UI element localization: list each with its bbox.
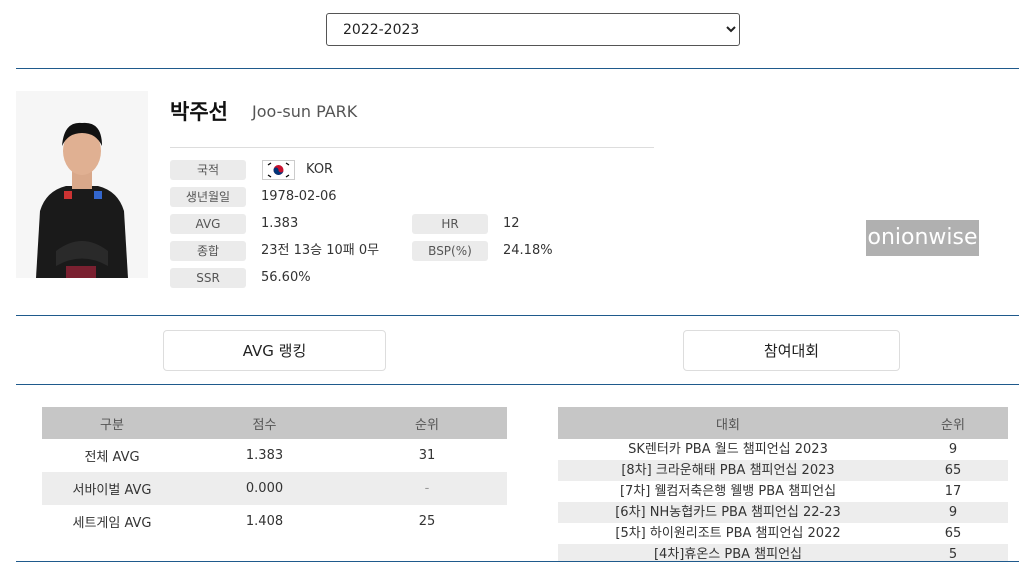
record-label: 종합 bbox=[170, 241, 246, 261]
tournament-table: 대회 순위 SK렌터카 PBA 월드 챔피언십 2023 9 [8차] 크라운해태 P… bbox=[558, 407, 1008, 561]
table-row[interactable]: [5차] 하이원리조트 PBA 챔피언십 2022 65 bbox=[558, 523, 1008, 544]
tournament-table-container[interactable]: 대회 순위 SK렌터카 PBA 월드 챔피언십 2023 9 [8차] 크라운해태 P… bbox=[558, 407, 1008, 561]
cell: 5 bbox=[898, 544, 1008, 561]
record-value: 23전 13승 10패 0무 bbox=[261, 243, 380, 258]
hr-value: 12 bbox=[503, 216, 520, 231]
cell: 세트게임 AVG bbox=[72, 516, 152, 531]
season-select[interactable]: 2022-2023 bbox=[326, 13, 740, 46]
cell: [5차] 하이원리조트 PBA 챔피언십 2022 bbox=[615, 526, 841, 541]
avg-ranking-button[interactable]: AVG 랭킹 bbox=[163, 330, 386, 371]
ssr-label: SSR bbox=[170, 268, 246, 288]
watermark: onionwise bbox=[866, 220, 979, 256]
table-row[interactable]: [7차] 웰컴저축은행 웰뱅 PBA 챔피언십 17 bbox=[558, 481, 1008, 502]
avg-label: AVG bbox=[170, 214, 246, 234]
table-row: 세트게임 AVG 1.408 25 bbox=[42, 505, 507, 538]
column-header: 순위 bbox=[347, 407, 507, 439]
ssr-value: 56.60% bbox=[261, 270, 311, 285]
cell: 65 bbox=[944, 526, 962, 541]
cell: 65 bbox=[898, 460, 1008, 481]
cell: 1.383 bbox=[245, 448, 284, 463]
column-header: 구분 bbox=[42, 407, 182, 439]
tournaments-button[interactable]: 참여대회 bbox=[683, 330, 900, 371]
cell: [7차] 웰컴저축은행 웰뱅 PBA 챔피언십 bbox=[619, 484, 837, 499]
cell: 1.408 bbox=[245, 514, 284, 529]
cell: 9 bbox=[948, 442, 958, 457]
cell: 17 bbox=[944, 484, 962, 499]
cell: 서바이벌 AVG bbox=[42, 472, 182, 505]
cell: 9 bbox=[898, 502, 1008, 523]
cell: - bbox=[347, 472, 507, 505]
bsp-value: 24.18% bbox=[503, 243, 553, 258]
divider bbox=[16, 561, 1019, 562]
hr-label: HR bbox=[412, 214, 488, 234]
divider bbox=[16, 384, 1019, 385]
cell: 전체 AVG bbox=[84, 450, 140, 465]
player-name-english: Joo-sun PARK bbox=[252, 102, 358, 121]
divider bbox=[16, 68, 1019, 69]
divider bbox=[16, 315, 1019, 316]
column-header: 점수 bbox=[182, 407, 347, 439]
player-name-korean: 박주선 bbox=[170, 100, 228, 124]
column-header: 대회 bbox=[558, 407, 898, 439]
cell: SK렌터카 PBA 월드 챔피언십 2023 bbox=[628, 442, 828, 457]
table-row[interactable]: [6차] NH농협카드 PBA 챔피언십 22-23 9 bbox=[558, 502, 1008, 523]
korea-flag-icon bbox=[262, 160, 295, 180]
cell: [8차] 크라운해태 PBA 챔피언십 2023 bbox=[558, 460, 898, 481]
table-row: 전체 AVG 1.383 31 bbox=[42, 439, 507, 472]
player-photo bbox=[16, 91, 148, 278]
birth-label: 생년월일 bbox=[170, 187, 246, 207]
column-header: 순위 bbox=[898, 407, 1008, 439]
table-row: 서바이벌 AVG 0.000- bbox=[42, 472, 507, 505]
birth-value: 1978-02-06 bbox=[261, 189, 337, 204]
nationality-label: 국적 bbox=[170, 160, 246, 180]
cell: 31 bbox=[418, 448, 436, 463]
cell: 0.000 bbox=[182, 472, 347, 505]
table-row[interactable]: SK렌터카 PBA 월드 챔피언십 2023 9 bbox=[558, 439, 1008, 460]
table-row[interactable]: [8차] 크라운해태 PBA 챔피언십 2023 65 bbox=[558, 460, 1008, 481]
cell: 25 bbox=[418, 514, 436, 529]
avg-value: 1.383 bbox=[261, 216, 299, 231]
avg-table: 구분 점수 순위 전체 AVG 1.383 31 서바이벌 AVG 0.000- 세트게임… bbox=[42, 407, 507, 538]
cell: [6차] NH농협카드 PBA 챔피언십 22-23 bbox=[558, 502, 898, 523]
bsp-label: BSP(%) bbox=[412, 241, 488, 261]
nationality-value: KOR bbox=[306, 162, 334, 177]
table-row[interactable]: [4차]휴온스 PBA 챔피언십 5 bbox=[558, 544, 1008, 561]
cell: [4차]휴온스 PBA 챔피언십 bbox=[558, 544, 898, 561]
divider bbox=[170, 147, 654, 148]
